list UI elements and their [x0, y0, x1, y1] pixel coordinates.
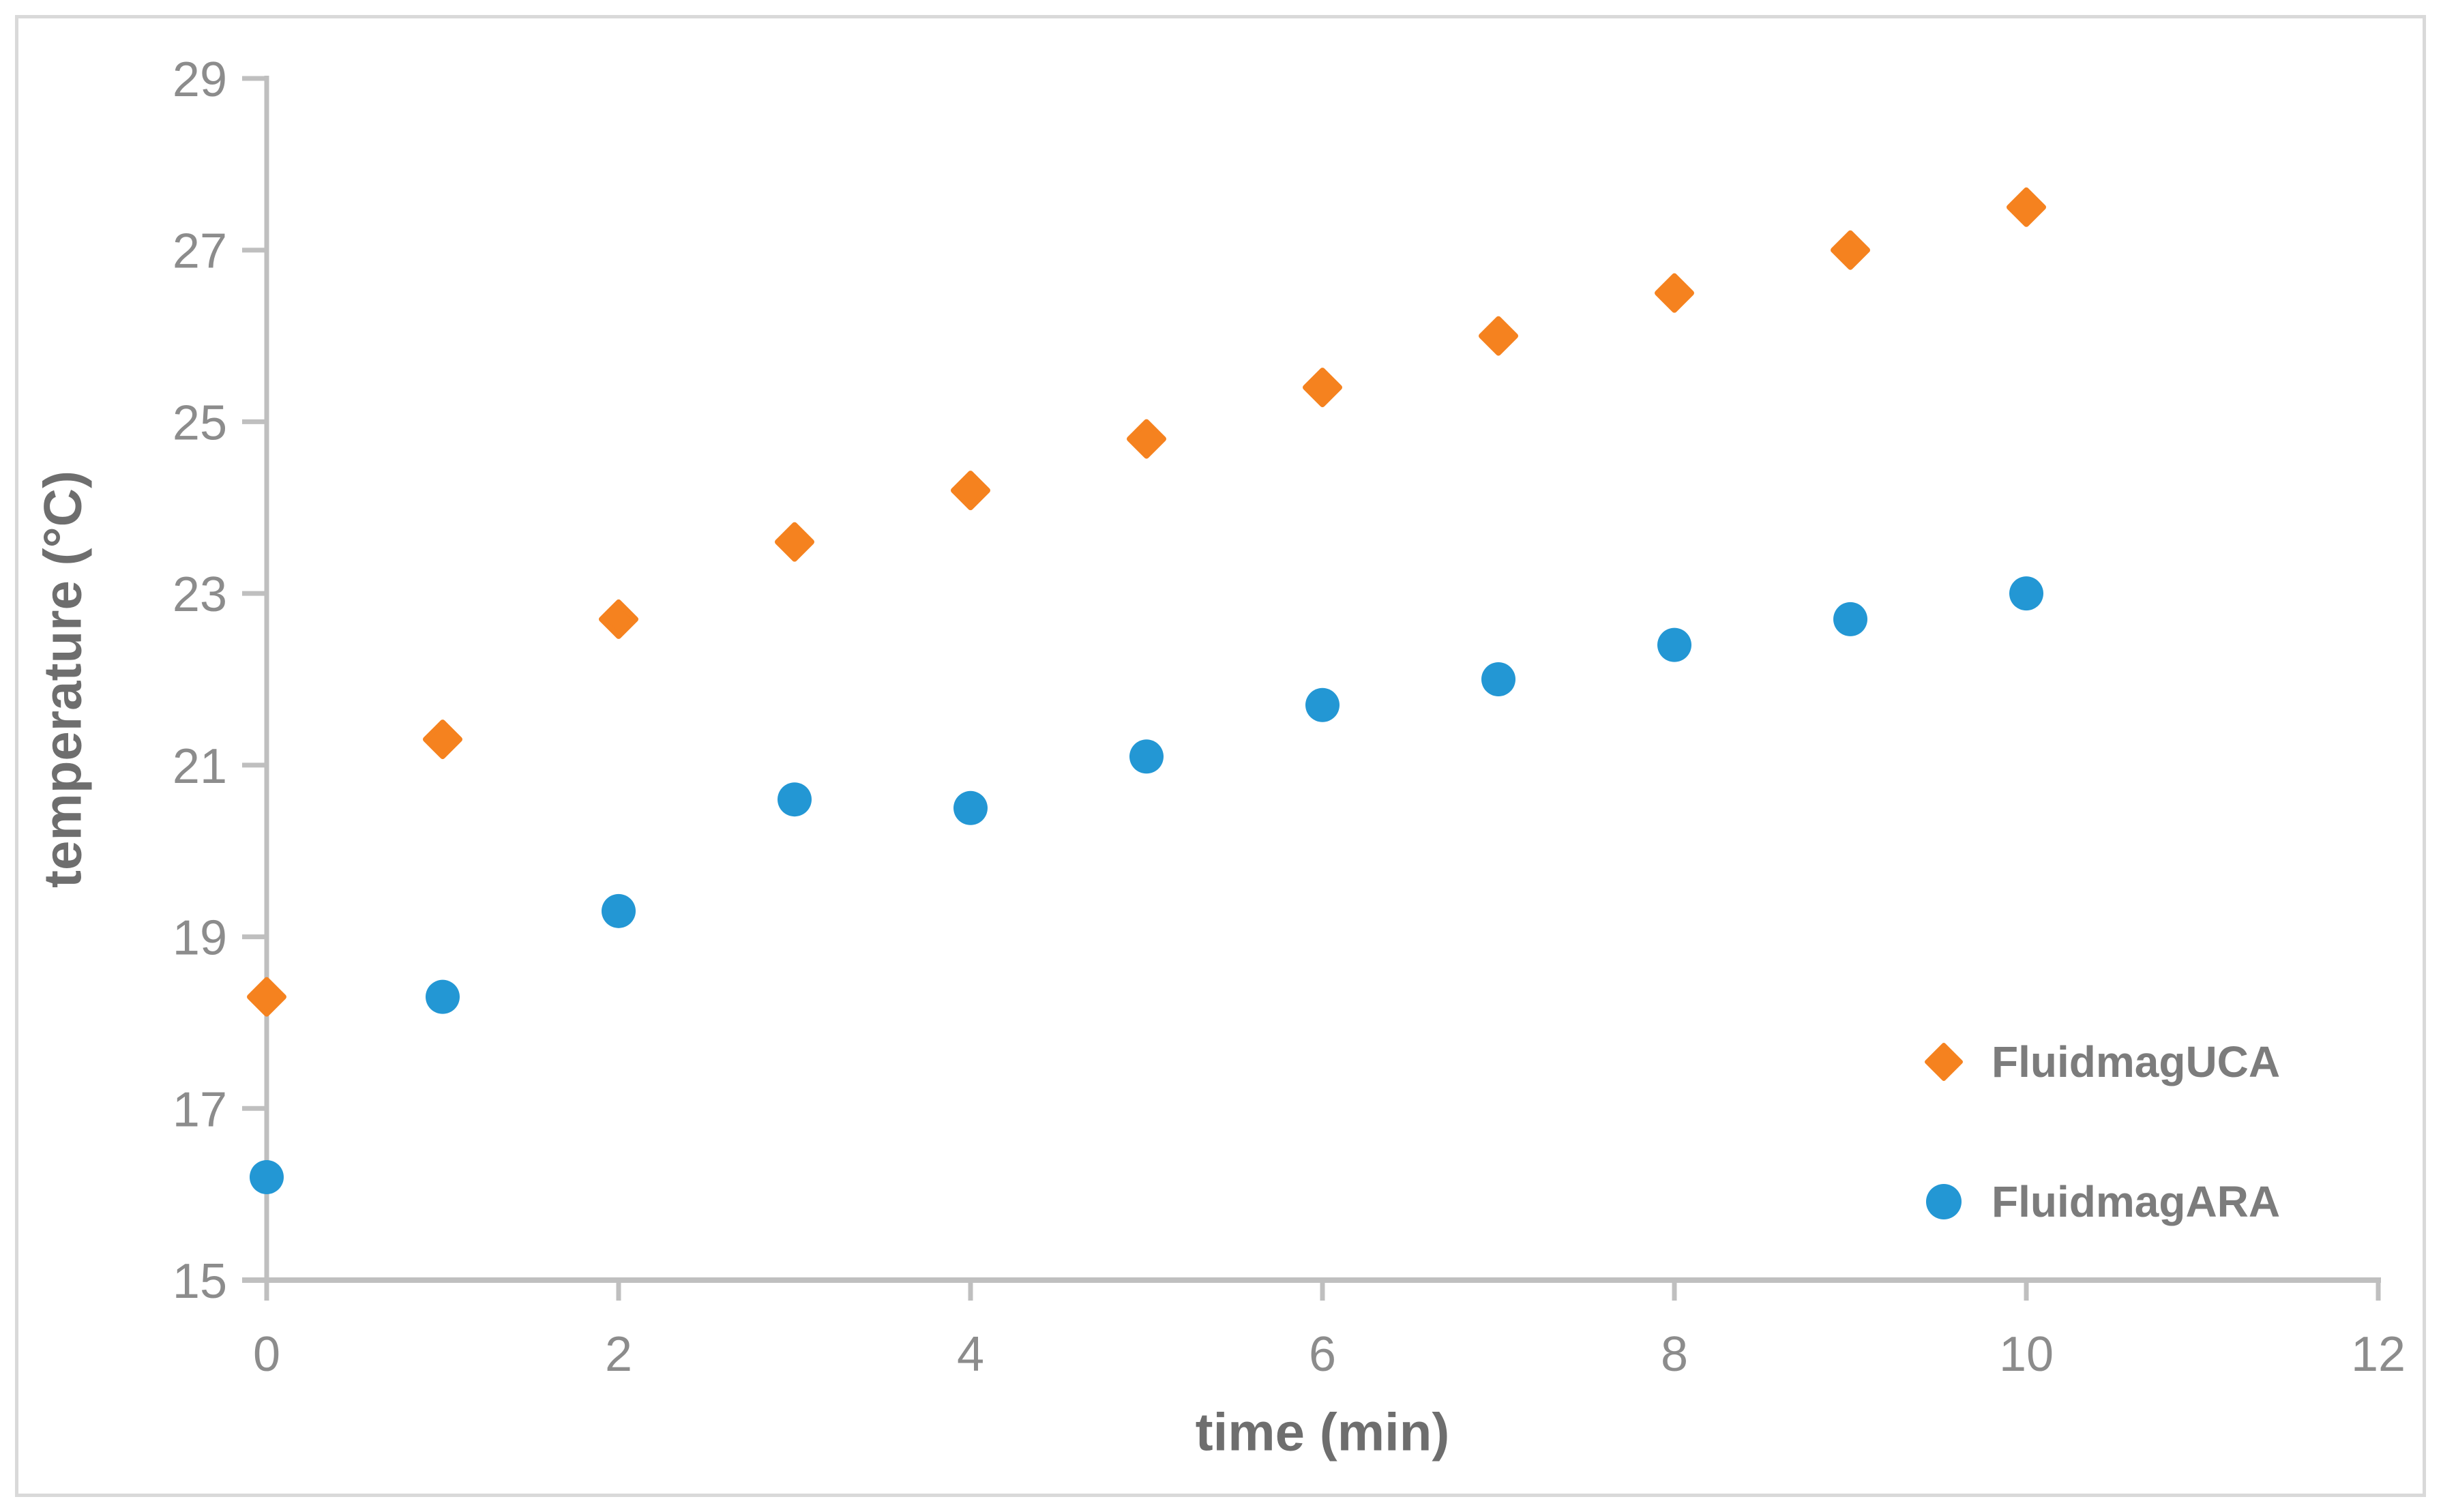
- data-point-fluidmagara-8: [1657, 627, 1691, 662]
- data-point-fluidmagara-7: [1481, 662, 1515, 697]
- data-point-fluidmaguca-9: [1831, 230, 1870, 270]
- y-tick-label-17: 17: [173, 1082, 227, 1137]
- y-tick-label-19: 19: [173, 911, 227, 966]
- x-tick-label-12: 12: [2351, 1327, 2406, 1382]
- x-tick-label-0: 0: [253, 1327, 280, 1382]
- data-point-fluidmagara-1: [426, 979, 460, 1014]
- legend-label-fluidmagara: FluidmagARA: [1992, 1177, 2281, 1226]
- x-tick-label-10: 10: [1999, 1327, 2054, 1382]
- y-tick-label-27: 27: [173, 224, 227, 279]
- data-point-fluidmaguca-10: [2007, 187, 2046, 227]
- y-tick-label-29: 29: [173, 53, 227, 107]
- data-point-fluidmaguca-1: [423, 720, 462, 760]
- legend-item-fluidmaguca: FluidmagUCA: [1925, 1031, 2280, 1093]
- circle-marker-icon: [1926, 1184, 1962, 1219]
- data-point-fluidmaguca-8: [1655, 273, 1694, 313]
- y-tick-label-15: 15: [173, 1254, 227, 1309]
- data-point-fluidmagara-6: [1305, 687, 1340, 722]
- legend-item-fluidmagara: FluidmagARA: [1925, 1171, 2280, 1232]
- data-point-fluidmaguca-6: [1303, 368, 1342, 408]
- x-tick-label-6: 6: [1309, 1327, 1336, 1382]
- data-point-fluidmaguca-4: [951, 471, 990, 511]
- y-tick-label-23: 23: [173, 567, 227, 622]
- data-point-fluidmagara-9: [1833, 602, 1867, 636]
- y-axis-title: temperature (°C): [32, 471, 93, 888]
- y-tick-label-21: 21: [173, 739, 227, 794]
- data-point-fluidmagara-3: [778, 782, 812, 817]
- x-tick-label-4: 4: [957, 1327, 984, 1382]
- y-tick-label-25: 25: [173, 396, 227, 450]
- diamond-marker-icon: [1925, 1043, 1963, 1081]
- x-tick-label-8: 8: [1661, 1327, 1688, 1382]
- x-tick-label-2: 2: [605, 1327, 632, 1382]
- data-point-fluidmagara-10: [2009, 576, 2043, 611]
- data-point-fluidmaguca-5: [1127, 419, 1166, 459]
- data-point-fluidmagara-0: [250, 1159, 284, 1194]
- data-point-fluidmaguca-7: [1479, 316, 1518, 356]
- x-axis-title: time (min): [1195, 1402, 1450, 1462]
- data-point-fluidmagara-5: [1129, 739, 1164, 774]
- data-point-fluidmaguca-0: [247, 977, 286, 1017]
- data-point-fluidmaguca-3: [775, 522, 814, 562]
- data-point-fluidmagara-2: [602, 893, 636, 928]
- data-point-fluidmaguca-2: [599, 599, 638, 639]
- data-point-fluidmagara-4: [953, 790, 988, 825]
- legend: FluidmagUCA FluidmagARA: [1925, 1031, 2280, 1311]
- legend-label-fluidmaguca: FluidmagUCA: [1992, 1037, 2281, 1086]
